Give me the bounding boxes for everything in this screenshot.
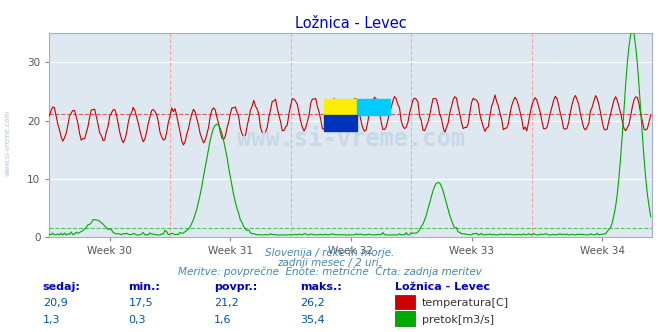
Text: 26,2: 26,2: [300, 298, 325, 308]
Text: temperatura[C]: temperatura[C]: [422, 298, 509, 308]
Text: 35,4: 35,4: [300, 315, 324, 325]
Text: www.si-vreme.com: www.si-vreme.com: [237, 127, 465, 151]
Text: 20,9: 20,9: [43, 298, 68, 308]
Text: pretok[m3/s]: pretok[m3/s]: [422, 315, 494, 325]
Title: Ložnica - Levec: Ložnica - Levec: [295, 16, 407, 31]
Text: sedaj:: sedaj:: [43, 282, 80, 292]
Text: povpr.:: povpr.:: [214, 282, 258, 292]
Text: Meritve: povprečne  Enote: metrične  Črta: zadnja meritev: Meritve: povprečne Enote: metrične Črta:…: [177, 265, 482, 277]
Bar: [324, 99, 357, 115]
Text: 0,3: 0,3: [129, 315, 146, 325]
Text: min.:: min.:: [129, 282, 160, 292]
Text: 21,2: 21,2: [214, 298, 239, 308]
Text: www.si-vreme.com: www.si-vreme.com: [5, 110, 11, 176]
Bar: [395, 311, 415, 326]
Text: zadnji mesec / 2 uri.: zadnji mesec / 2 uri.: [277, 258, 382, 268]
Text: Slovenija / reke in morje.: Slovenija / reke in morje.: [265, 248, 394, 258]
Text: 1,6: 1,6: [214, 315, 232, 325]
Text: maks.:: maks.:: [300, 282, 341, 292]
Text: 17,5: 17,5: [129, 298, 153, 308]
Bar: [324, 115, 357, 130]
Text: Ložnica - Levec: Ložnica - Levec: [395, 282, 490, 292]
Bar: [395, 295, 415, 309]
Bar: [357, 99, 390, 115]
Text: 1,3: 1,3: [43, 315, 61, 325]
